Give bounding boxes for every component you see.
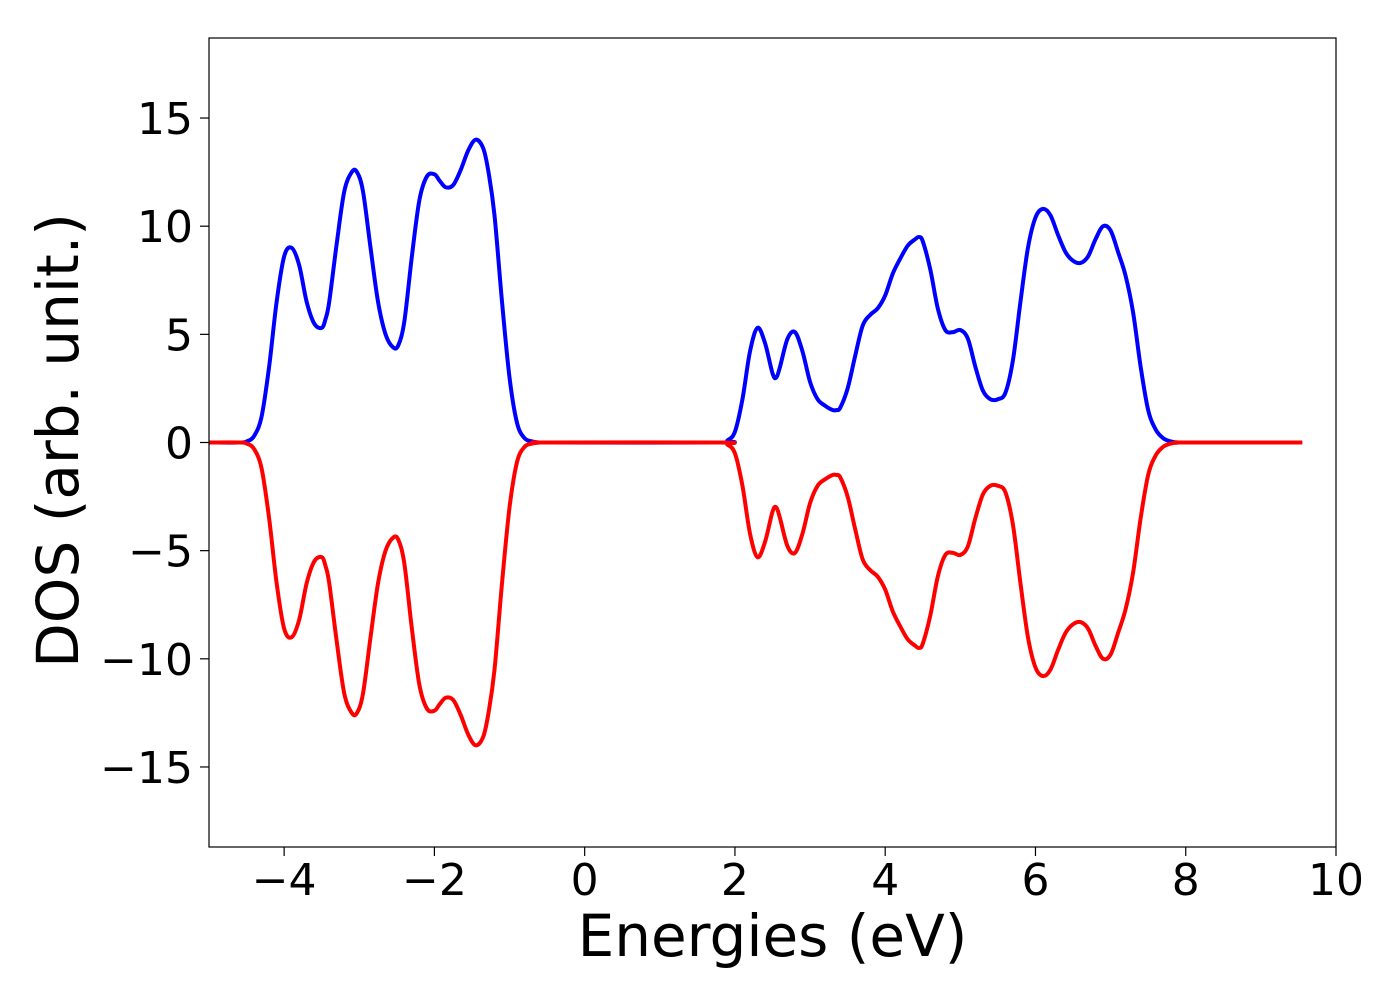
x-tick-label: 0 bbox=[571, 855, 599, 906]
plot-frame bbox=[208, 37, 1337, 848]
y-axis-label: DOS (arb. unit.) bbox=[24, 213, 92, 668]
x-tick-label: −2 bbox=[402, 855, 467, 906]
x-tick-label: 6 bbox=[1021, 855, 1049, 906]
dos-spin-up-line bbox=[208, 137, 1303, 445]
y-tick-label: 0 bbox=[165, 419, 193, 470]
x-tick-label: 10 bbox=[1308, 855, 1364, 906]
x-tick-label: −4 bbox=[252, 855, 317, 906]
dos-spin-down-line bbox=[208, 440, 1303, 748]
y-tick-label: 15 bbox=[137, 94, 193, 145]
y-tick-label: 5 bbox=[165, 310, 193, 361]
x-tick-label: 2 bbox=[721, 855, 749, 906]
x-axis-label: Energies (eV) bbox=[578, 902, 968, 970]
y-tick-label: 10 bbox=[137, 202, 193, 253]
x-axis: −4 −2 0 2 4 6 8 10 bbox=[252, 847, 1364, 906]
y-axis: 15 10 5 0 −5 −10 −15 bbox=[100, 94, 209, 794]
x-tick-label: 4 bbox=[871, 855, 899, 906]
y-tick-label: −5 bbox=[128, 527, 193, 578]
series-layer bbox=[208, 137, 1303, 748]
x-tick-label: 8 bbox=[1172, 855, 1200, 906]
y-tick-label: −10 bbox=[100, 635, 193, 686]
y-tick-label: −15 bbox=[100, 743, 193, 794]
